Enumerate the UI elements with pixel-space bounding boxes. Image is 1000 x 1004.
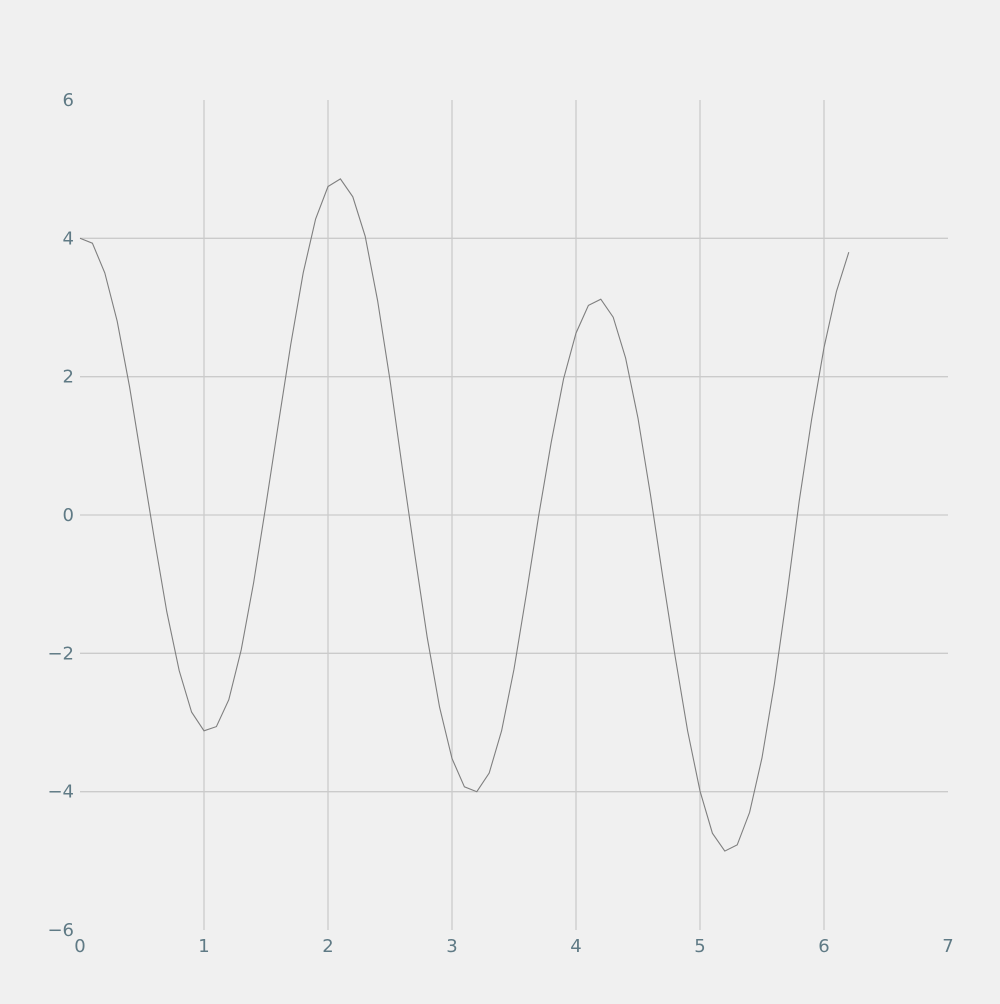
y-tick-label: −6 [47, 920, 74, 941]
x-tick-label: 5 [694, 936, 705, 957]
y-axis-ticks: −6 −4 −2 0 2 4 6 [47, 90, 74, 941]
x-axis-ticks: 0 1 2 3 4 5 6 7 [74, 936, 953, 957]
x-tick-label: 6 [818, 936, 829, 957]
x-tick-label: 3 [446, 936, 457, 957]
x-tick-label: 4 [570, 936, 581, 957]
y-tick-label: 4 [63, 228, 74, 249]
series-line [79, 178, 850, 852]
x-tick-label: 7 [942, 936, 953, 957]
series-layer [79, 178, 850, 852]
y-tick-label: 2 [63, 367, 74, 388]
y-tick-label: 6 [63, 90, 74, 111]
x-tick-label: 1 [198, 936, 209, 957]
y-tick-label: −4 [47, 782, 74, 803]
x-tick-label: 0 [74, 936, 85, 957]
x-tick-label: 2 [322, 936, 333, 957]
y-tick-label: 0 [63, 505, 74, 526]
y-tick-label: −2 [47, 643, 74, 664]
grid [80, 100, 948, 930]
